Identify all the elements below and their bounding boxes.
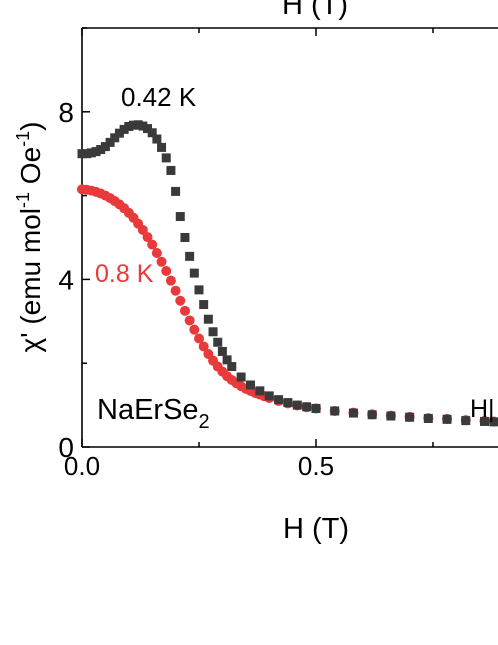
sample-label-subscript: 2 — [199, 411, 210, 433]
point-0.42K — [264, 391, 274, 401]
point-0.8K — [170, 285, 181, 296]
point-0.42K — [311, 403, 321, 413]
point-0.8K — [161, 266, 172, 277]
y-axis-title-mid: Oe — [15, 147, 46, 192]
point-0.8K — [175, 295, 186, 306]
point-0.42K — [386, 411, 396, 421]
point-0.8K — [179, 305, 190, 316]
data-markers — [77, 120, 498, 427]
point-0.42K — [77, 149, 87, 159]
point-0.42K — [175, 212, 185, 222]
point-0.42K — [489, 417, 498, 427]
point-0.42K — [105, 137, 115, 147]
y-axis-title: χ' (emu mol-1 Oe-1) — [13, 121, 46, 352]
point-0.42K — [203, 314, 213, 324]
point-0.8K — [165, 275, 176, 286]
point-0.42K — [171, 186, 181, 196]
y-tick-label: 0 — [58, 432, 74, 463]
point-0.8K — [151, 248, 162, 259]
point-0.42K — [138, 121, 148, 131]
point-0.42K — [180, 233, 190, 242]
point-0.42K — [227, 362, 237, 372]
point-0.8K — [184, 315, 195, 326]
point-0.42K — [367, 410, 377, 420]
point-0.8K — [194, 333, 204, 344]
point-0.42K — [110, 133, 120, 143]
point-0.42K — [152, 134, 162, 144]
point-0.42K — [292, 400, 302, 410]
point-0.8K — [142, 232, 153, 243]
point-0.8K — [137, 224, 148, 235]
point-0.42K — [283, 398, 293, 408]
point-0.8K — [198, 341, 209, 352]
y-tick-label: 8 — [58, 97, 74, 128]
field-direction-label: H| — [470, 395, 495, 423]
y-axis-title-suffix: ) — [15, 121, 46, 130]
point-0.42K — [423, 414, 433, 424]
point-0.42K — [255, 386, 265, 396]
point-0.42K — [442, 414, 452, 424]
series-label-0.42K: 0.42 K — [121, 82, 197, 112]
point-0.42K — [82, 149, 92, 159]
point-0.42K — [217, 346, 227, 356]
point-0.42K — [114, 128, 124, 138]
point-0.42K — [348, 408, 358, 418]
point-0.42K — [405, 412, 415, 422]
point-0.42K — [236, 372, 246, 382]
top-axis-label: H (T) — [282, 0, 348, 21]
point-0.42K — [461, 416, 471, 426]
point-0.8K — [156, 256, 167, 267]
y-tick-label: 4 — [58, 264, 74, 295]
point-0.42K — [133, 120, 143, 130]
point-0.42K — [91, 147, 101, 157]
y-axis-title-exp1: -1 — [13, 192, 33, 208]
point-0.42K — [330, 406, 340, 416]
point-0.42K — [86, 148, 96, 158]
point-0.42K — [274, 395, 284, 405]
tick-labels: 0 4 8 0.0 0.5 — [58, 97, 334, 481]
axis-ticks — [81, 27, 434, 448]
sample-label: NaErSe2 — [97, 394, 210, 433]
x-axis-title: H (T) — [283, 513, 349, 545]
point-0.8K — [147, 239, 158, 250]
point-0.8K — [189, 324, 200, 335]
y-axis-title-prefix: χ' (emu mol — [15, 208, 46, 353]
point-0.42K — [157, 142, 167, 152]
point-0.42K — [100, 142, 110, 152]
point-0.42K — [119, 124, 129, 134]
x-tick-label: 0.0 — [64, 451, 100, 481]
point-0.42K — [245, 380, 255, 390]
point-0.42K — [166, 165, 176, 175]
point-0.42K — [479, 416, 489, 426]
y-axis-title-exp2: -1 — [13, 131, 33, 147]
point-0.42K — [128, 120, 138, 130]
point-0.42K — [147, 128, 157, 138]
plot-frame — [81, 27, 498, 448]
point-0.42K — [199, 300, 209, 310]
point-0.42K — [213, 337, 223, 347]
series-label-0.8K: 0.8 K — [95, 260, 154, 288]
point-0.42K — [189, 268, 199, 278]
point-0.42K — [124, 121, 134, 131]
point-0.42K — [96, 145, 106, 155]
sample-label-base: NaErSe — [97, 394, 199, 426]
point-0.42K — [208, 327, 218, 337]
point-0.42K — [222, 355, 232, 365]
point-0.42K — [143, 124, 153, 134]
point-0.42K — [161, 153, 171, 163]
point-0.42K — [302, 402, 312, 412]
x-tick-label: 0.5 — [298, 451, 334, 481]
point-0.42K — [194, 285, 204, 295]
point-0.42K — [185, 251, 195, 261]
